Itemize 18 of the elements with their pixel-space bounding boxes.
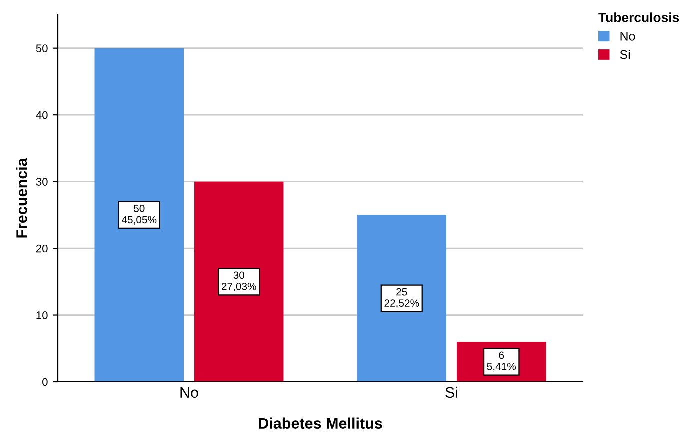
legend-title: Tuberculosis (598, 12, 680, 22)
y-axis-title: Frecuencia (16, 158, 28, 238)
data-label: 50 45,05% (122, 204, 157, 225)
data-label: 6 5,41% (487, 352, 516, 372)
data-label: 30 27,03% (222, 272, 256, 292)
legend-label: Si (620, 50, 630, 60)
bar (194, 182, 284, 382)
bar (94, 48, 184, 382)
y-tick-label: 0 (42, 378, 48, 386)
y-tick-label: 10 (36, 312, 48, 320)
legend-label: No (620, 32, 636, 41)
data-label: 25 22,52% (384, 288, 420, 308)
y-tick-label: 30 (36, 178, 48, 186)
y-tick-label: 40 (36, 111, 48, 120)
x-axis-title: Diabetes Mellitus (259, 418, 382, 429)
bar (357, 215, 446, 382)
y-tick-label: 50 (36, 44, 48, 52)
y-tick-label: 20 (36, 244, 48, 253)
